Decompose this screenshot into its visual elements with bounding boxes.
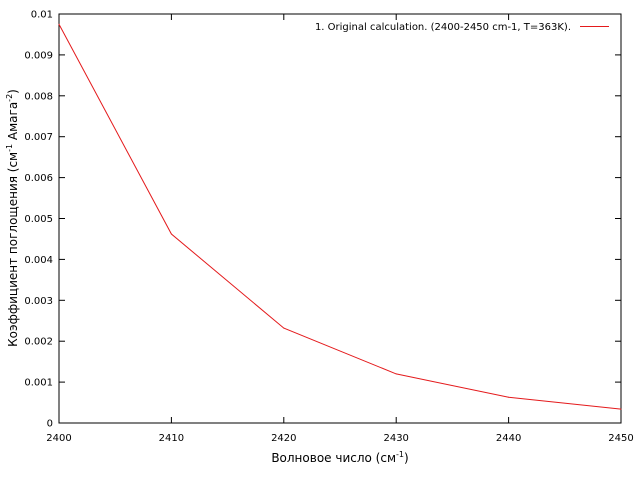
y-tick-label: 0.009 [24, 50, 53, 61]
data-point [58, 23, 60, 25]
y-tick-label: 0.007 [24, 132, 53, 143]
series-line [58, 23, 622, 410]
data-point [508, 396, 510, 398]
x-tick-label: 2400 [46, 433, 71, 444]
data-point [283, 327, 285, 329]
x-axis-label: Волновое число (см-1) [271, 450, 408, 465]
y-axis-label: Коэффициент поглощения (см-1 Амага-2) [5, 89, 20, 347]
y-tick-label: 0.001 [24, 378, 53, 389]
x-tick-label: 2440 [496, 433, 521, 444]
legend-entry-label: 1. Original calculation. (2400-2450 cm-1… [315, 22, 571, 33]
legend: 1. Original calculation. (2400-2450 cm-1… [315, 22, 609, 33]
y-tick-label: 0.01 [31, 10, 53, 21]
x-tick-label: 2450 [608, 433, 633, 444]
y-tick-label: 0.005 [24, 214, 53, 225]
data-point [170, 233, 172, 235]
y-tick-label: 0.004 [24, 255, 53, 266]
y-tick-label: 0.002 [24, 337, 53, 348]
ticks: 2400 2410 2420 2430 2440 2450 0 0.001 0.002 0.003… [24, 10, 633, 445]
x-tick-label: 2410 [159, 433, 184, 444]
plot-frame [58, 13, 622, 424]
data-point [620, 408, 622, 410]
data-point [395, 373, 397, 375]
y-tick-label: 0.003 [24, 296, 53, 307]
y-tick-label: 0.008 [24, 91, 53, 102]
x-tick-label: 2430 [383, 433, 408, 444]
y-tick-label: 0.006 [24, 173, 53, 184]
series-layer [58, 23, 622, 410]
y-tick-label: 0 [47, 419, 53, 430]
x-tick-label: 2420 [271, 433, 296, 444]
